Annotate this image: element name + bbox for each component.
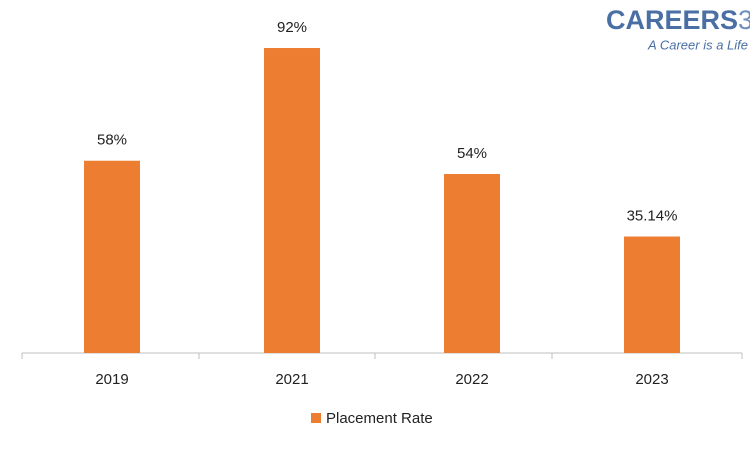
logo-title: CAREERS360 [606,5,750,35]
x-tick-label: 2021 [275,371,308,388]
x-tick-label: 2019 [95,371,128,388]
axis-ticks [21,353,743,359]
logo-title-text: CAREERS [606,5,738,35]
bar [264,48,320,354]
bar [624,236,680,353]
legend-label: Placement Rate [326,410,433,427]
x-tick-label: 2022 [455,371,488,388]
data-label: 58% [97,132,127,149]
data-label: 35.14% [627,207,678,224]
bar [84,160,140,353]
bar [444,173,500,353]
logo-suffix: 360 [738,5,750,35]
x-tick-label: 2023 [635,371,668,388]
logo-tagline: A Career is a Life [647,37,748,52]
data-label: 92% [277,19,307,36]
data-label: 54% [457,145,487,162]
legend-swatch [311,413,321,423]
